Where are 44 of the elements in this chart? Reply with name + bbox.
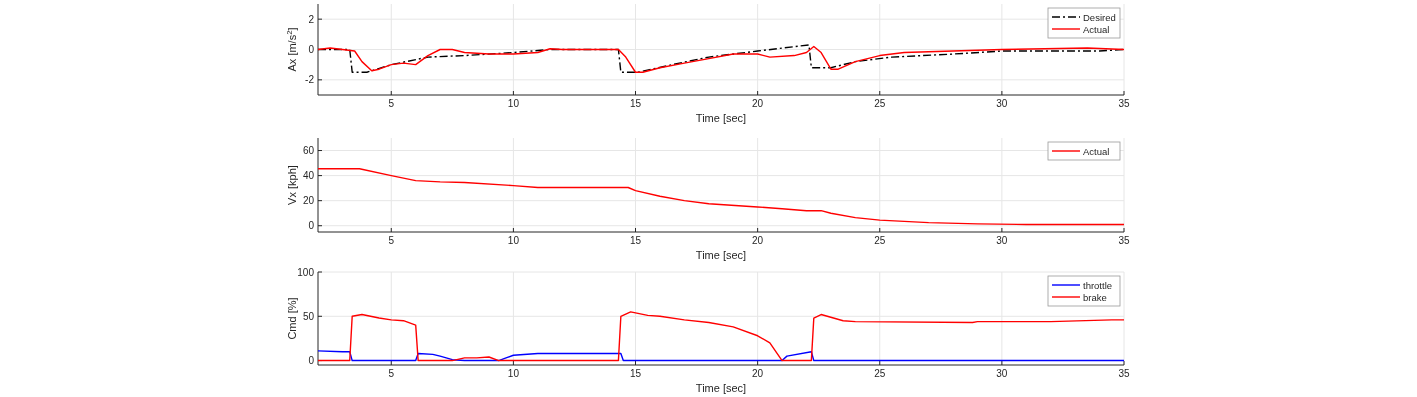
legend-label: Actual (1083, 23, 1110, 35)
x-axis-title: Time [sec] (695, 112, 747, 124)
x-tick-label: 10 (507, 368, 520, 379)
x-tick-label: 15 (629, 235, 642, 246)
x-tick-label: 10 (507, 98, 520, 109)
y-tick-label: 50 (302, 310, 315, 322)
y-tick-label: 0 (308, 355, 315, 367)
x-axis-title: Time [sec] (695, 382, 747, 394)
x-tick-label: 5 (388, 368, 395, 379)
y-tick-label: 100 (297, 266, 315, 278)
x-tick-label: 25 (874, 235, 886, 246)
x-tick-label: 20 (752, 98, 764, 109)
y-tick-label: 40 (302, 170, 315, 182)
y-axis-title: Vx [kph] (286, 165, 298, 205)
x-tick-label: 20 (752, 368, 764, 379)
legend-label: Actual (1083, 145, 1110, 157)
x-tick-label: 5 (388, 235, 395, 246)
y-tick-label: 20 (302, 195, 315, 207)
legend-label: Desired (1083, 11, 1116, 23)
line-series (318, 311, 1124, 362)
x-tick-label: 35 (1118, 368, 1130, 379)
x-tick-label: 30 (996, 235, 1008, 246)
x-tick-label: 25 (874, 98, 886, 109)
y-tick-label: 2 (308, 13, 315, 25)
y-axis-title: Cmd [%] (286, 297, 298, 340)
x-tick-label: 15 (629, 368, 642, 379)
y-tick-label: -2 (305, 74, 315, 86)
x-tick-label: 30 (996, 368, 1008, 379)
x-tick-label: 5 (388, 98, 395, 109)
line-series (318, 350, 1124, 362)
line-series (318, 168, 1124, 226)
x-tick-label: 15 (629, 98, 642, 109)
y-tick-label: 0 (308, 44, 315, 55)
x-tick-label: 25 (874, 368, 886, 379)
x-tick-label: 20 (752, 235, 764, 246)
legend-label: brake (1083, 291, 1107, 303)
y-tick-label: 60 (302, 145, 315, 157)
x-axis-title: Time [sec] (695, 249, 747, 261)
legend-label: throttle (1083, 279, 1113, 291)
x-tick-label: 10 (507, 235, 520, 246)
x-tick-label: 35 (1118, 235, 1130, 246)
y-tick-label: 0 (308, 220, 315, 232)
x-tick-label: 35 (1118, 98, 1130, 109)
x-tick-label: 30 (996, 98, 1008, 109)
